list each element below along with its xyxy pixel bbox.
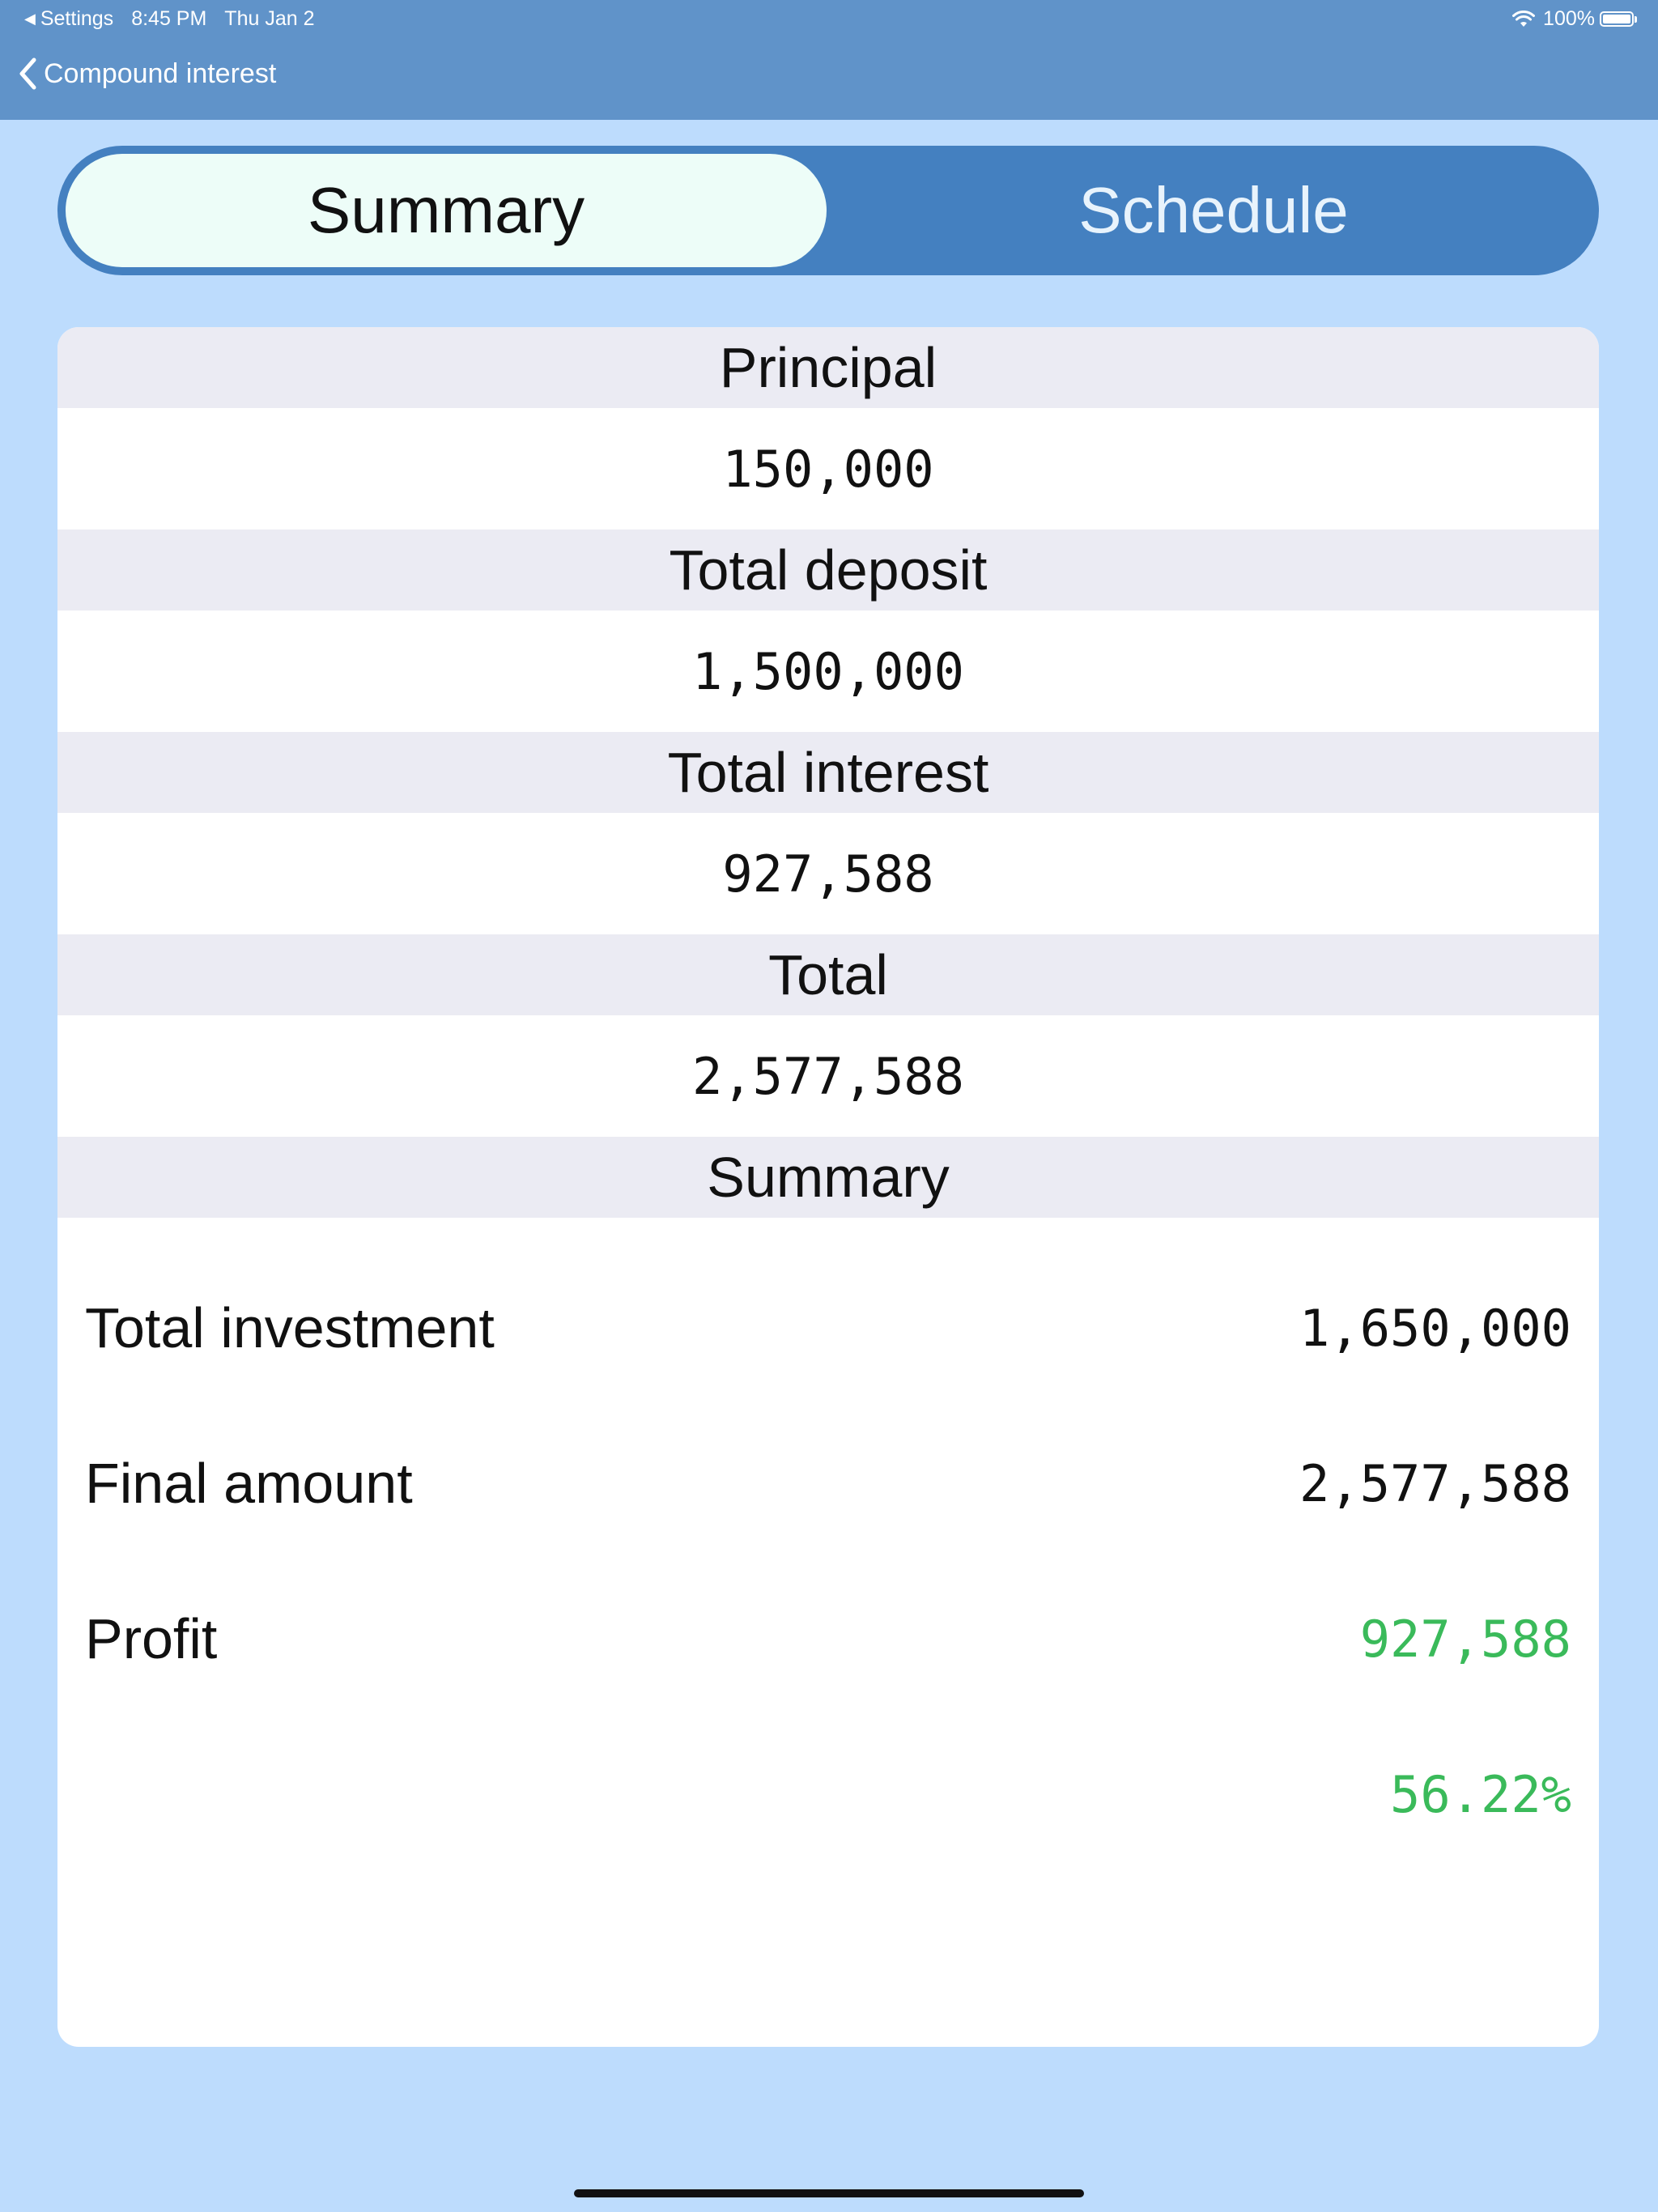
summary-row-final-amount: Final amount 2,577,588 xyxy=(57,1406,1599,1561)
summary-row-profit: Profit 927,588 xyxy=(57,1561,1599,1716)
summary-row-total-investment: Total investment 1,650,000 xyxy=(57,1250,1599,1406)
total-deposit-value: 1,500,000 xyxy=(692,641,964,701)
status-bar: ◀ Settings 8:45 PM Thu Jan 2 100% xyxy=(0,0,1658,39)
tab-summary[interactable]: Summary xyxy=(66,154,827,267)
back-button-label: Compound interest xyxy=(44,57,277,89)
section-header-principal: Principal xyxy=(57,327,1599,408)
status-right: 100% xyxy=(1512,7,1637,31)
principal-value: 150,000 xyxy=(722,439,934,499)
summary-rows: Total investment 1,650,000 Final amount … xyxy=(57,1218,1599,1872)
back-to-app-label[interactable]: Settings xyxy=(40,7,114,30)
back-to-app-icon[interactable]: ◀ xyxy=(24,11,36,27)
view-segmented-control: Summary Schedule xyxy=(57,146,1599,275)
row-label: Total investment xyxy=(85,1296,495,1359)
summary-row-profit-percent: 56.22% xyxy=(57,1716,1599,1872)
section-header-total-interest: Total interest xyxy=(57,732,1599,813)
row-label: Profit xyxy=(85,1607,218,1670)
profit-percent-value: 56.22% xyxy=(1390,1764,1571,1824)
total-interest-value: 927,588 xyxy=(722,844,934,904)
battery-icon xyxy=(1600,11,1637,27)
tab-schedule[interactable]: Schedule xyxy=(1078,174,1349,246)
chevron-left-icon xyxy=(19,57,36,90)
wifi-icon xyxy=(1512,10,1536,27)
status-date: Thu Jan 2 xyxy=(224,7,315,30)
summary-card: Principal 150,000 Total deposit 1,500,00… xyxy=(57,327,1599,2047)
home-indicator[interactable] xyxy=(574,2189,1084,2197)
back-button[interactable]: Compound interest xyxy=(18,57,276,91)
section-header-summary: Summary xyxy=(57,1137,1599,1218)
battery-percent: 100% xyxy=(1543,7,1595,30)
profit-value: 927,588 xyxy=(1359,1609,1571,1669)
section-header-total: Total xyxy=(57,934,1599,1015)
status-left: ◀ Settings 8:45 PM Thu Jan 2 xyxy=(24,7,314,31)
row-label: Final amount xyxy=(85,1452,413,1515)
top-bar: ◀ Settings 8:45 PM Thu Jan 2 100% Compou… xyxy=(0,0,1658,120)
status-time: 8:45 PM xyxy=(131,7,207,30)
row-value: 2,577,588 xyxy=(1299,1453,1571,1513)
row-value: 1,650,000 xyxy=(1299,1298,1571,1358)
section-header-total-deposit: Total deposit xyxy=(57,530,1599,610)
total-value: 2,577,588 xyxy=(692,1046,964,1106)
